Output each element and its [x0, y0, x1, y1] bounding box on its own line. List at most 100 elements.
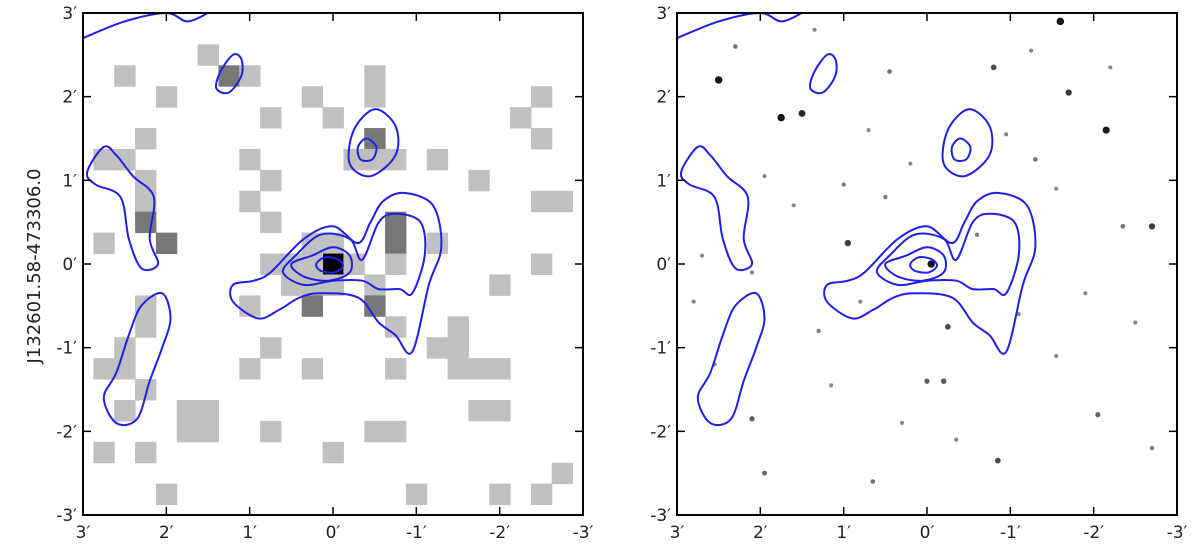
- star-source: [1016, 312, 1021, 317]
- contour-line: [281, 212, 427, 297]
- contour-line: [696, 291, 766, 427]
- star-source: [870, 479, 876, 484]
- star-source: [816, 328, 821, 334]
- heatmap-pixel: [343, 253, 365, 275]
- star-source: [777, 113, 785, 122]
- contour-line: [229, 191, 443, 355]
- star-source: [691, 299, 696, 304]
- heatmap-pixel: [510, 107, 532, 129]
- heatmap-pixel: [197, 420, 219, 443]
- heatmap-pixel: [447, 316, 469, 338]
- contour-line: [356, 137, 378, 162]
- heatmap-pixel: [93, 148, 115, 171]
- heatmap-pixel: [114, 399, 136, 422]
- x-tick-label: -1′: [1000, 523, 1021, 543]
- star-source: [1004, 132, 1009, 137]
- heatmap-pixel: [197, 44, 219, 66]
- heatmap-pixel: [489, 399, 511, 422]
- star-source: [927, 260, 935, 268]
- left-panel: 3′ 2′ 1′ 0′ -1′ -2′ -3′3′2′1′0′-1′-2′-3′: [56, 4, 593, 543]
- star-source: [714, 76, 723, 84]
- heatmap-pixel: [447, 358, 469, 380]
- heatmap-pixel: [155, 232, 178, 255]
- heatmap-pixel: [260, 253, 282, 275]
- heatmap-pixel: [155, 86, 178, 108]
- heatmap-pixel: [322, 441, 344, 464]
- y-tick-label: 0′: [62, 255, 77, 275]
- heatmap-pixel: [530, 253, 553, 275]
- heatmap-pixel: [468, 358, 490, 380]
- star-source: [883, 194, 888, 200]
- heatmap-pixel: [93, 358, 115, 380]
- heatmap-pixel: [239, 295, 261, 317]
- x-tick-label: 1′: [242, 523, 257, 543]
- heatmap-pixel: [260, 420, 282, 443]
- heatmap-pixel: [468, 399, 490, 422]
- star-source: [974, 232, 980, 237]
- y-tick-label: 0′: [656, 255, 671, 275]
- x-tick-label: 2′: [159, 523, 174, 543]
- star-source: [887, 69, 892, 74]
- star-source: [858, 299, 863, 304]
- contour-line: [679, 145, 754, 272]
- heatmap-pixel: [468, 169, 490, 192]
- y-tick-label: -1′: [56, 339, 77, 359]
- heatmap-pixel: [530, 190, 553, 213]
- contour-line: [290, 246, 353, 282]
- heatmap-pixel: [385, 420, 407, 443]
- contour-line: [884, 246, 947, 282]
- contour-line: [83, 13, 209, 40]
- contour-line: [950, 137, 972, 162]
- star-source: [940, 378, 947, 384]
- star-source: [1065, 89, 1072, 96]
- heatmap-pixel: [364, 65, 386, 87]
- star-source: [1056, 17, 1065, 26]
- y-tick-label: 2′: [62, 88, 77, 108]
- y-tick-label: -3′: [56, 506, 77, 526]
- heatmap-pixel: [260, 169, 282, 192]
- heatmap-pixel: [260, 211, 282, 234]
- heatmap-pixel: [135, 169, 157, 192]
- y-tick-label: -2′: [650, 422, 671, 442]
- heatmap-pixel: [260, 337, 282, 359]
- x-tick-label: -3′: [573, 523, 594, 543]
- x-tick-label: 3′: [670, 523, 685, 543]
- heatmap-pixel: [530, 483, 553, 506]
- heatmap-pixel: [239, 358, 261, 380]
- star-source: [749, 416, 755, 422]
- heatmap-pixel: [114, 148, 136, 171]
- heatmap-pixel: [426, 232, 449, 255]
- star-source: [1029, 48, 1034, 53]
- heatmap-pixel: [301, 358, 324, 380]
- heatmap-pixel: [135, 379, 157, 401]
- contour-line: [941, 108, 994, 178]
- heatmap-pixel: [155, 483, 178, 506]
- contour-line: [909, 256, 939, 274]
- contour-line: [85, 145, 160, 272]
- heatmap-pixel: [197, 399, 219, 422]
- star-source: [866, 128, 871, 133]
- star-source: [749, 270, 755, 275]
- contour-line: [347, 108, 400, 178]
- heatmap-pixel: [260, 107, 282, 129]
- y-tick-label: 3′: [62, 4, 77, 24]
- star-source: [762, 174, 767, 179]
- star-source: [908, 161, 913, 166]
- heatmap-pixel: [135, 316, 157, 338]
- heatmap-pixel: [385, 211, 407, 234]
- heatmap-pixel: [447, 337, 469, 359]
- x-tick-label: 2′: [753, 523, 768, 543]
- right-panel: 3′ 2′ 1′ 0′ -1′ -2′ -3′3′2′1′0′-1′-2′-3′: [650, 4, 1187, 543]
- star-source: [844, 239, 851, 247]
- star-source: [798, 109, 806, 117]
- heatmap-pixel: [239, 190, 261, 213]
- heatmap-pixel: [176, 420, 199, 443]
- heatmap-pixel: [551, 190, 574, 213]
- contour-line: [102, 291, 172, 427]
- y-tick-label: -1′: [650, 339, 671, 359]
- heatmap-pixel: [385, 253, 407, 275]
- y-tick-label: 1′: [62, 171, 77, 191]
- contour-line: [875, 212, 1021, 297]
- star-source: [924, 378, 930, 384]
- heatmap-pixel: [364, 86, 386, 108]
